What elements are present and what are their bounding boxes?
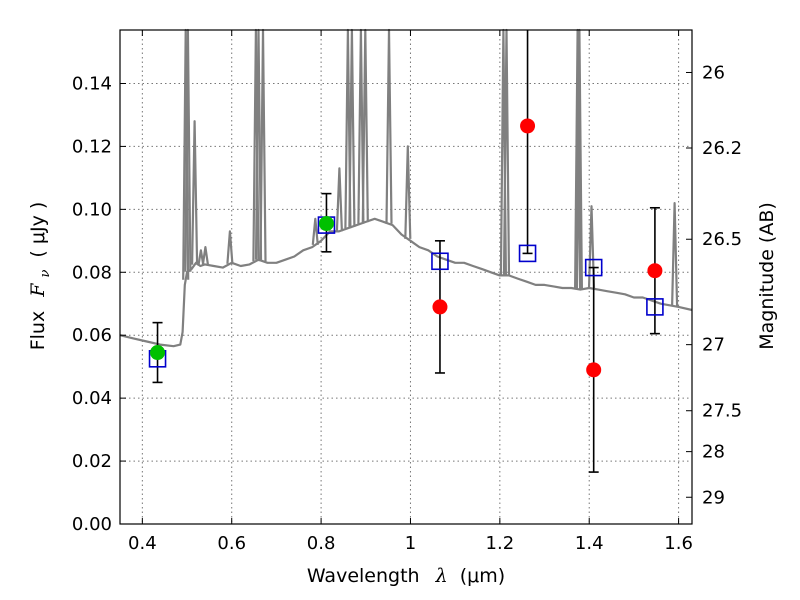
emission-line	[587, 205, 596, 289]
y2-tick-label: 26.5	[702, 229, 742, 250]
grid-lines	[120, 30, 692, 524]
model-photometry-square	[431, 252, 449, 271]
y-tick-label: 0.04	[72, 388, 112, 409]
y-tick-label: 0.00	[72, 514, 112, 535]
x-tick-label: 1.4	[575, 533, 604, 554]
y-tick-label: 0.06	[72, 325, 112, 346]
y2-axis-label: Magnitude (AB)	[756, 202, 778, 350]
y-tick-label: 0.08	[72, 262, 112, 283]
y2-tick-label: 26	[702, 62, 725, 83]
model-photometry-square	[646, 298, 664, 316]
model-photometry-square	[584, 258, 603, 277]
x-tick-label: 1.6	[664, 533, 693, 554]
plot-frame	[119, 29, 693, 525]
emission-line	[348, 28, 356, 227]
emission-line	[191, 120, 199, 265]
red-data-point	[586, 362, 602, 378]
x-tick-label: 1	[405, 533, 416, 554]
model-photometry-square	[518, 244, 537, 263]
red-data-point	[647, 263, 663, 279]
x-axis-label: Wavelength λ (μm)	[307, 565, 505, 587]
green-data-point	[318, 216, 334, 232]
x-axis: 0.4 0.6 0.8 1 1.2 1.4 1.6	[128, 30, 693, 554]
emission-lines	[182, 28, 679, 307]
green-data-point	[150, 345, 166, 361]
y-axis-label: Flux F ν ( μJy )	[27, 202, 54, 351]
red-data-point	[520, 118, 536, 134]
x-tick-label: 0.6	[217, 533, 246, 554]
red-data-point	[432, 299, 448, 315]
emission-line	[404, 145, 412, 239]
y-tick-label: 0.14	[72, 73, 112, 94]
model-squares	[148, 216, 664, 368]
x-tick-label: 1.2	[486, 533, 515, 554]
y2-tick-label: 28	[702, 442, 725, 463]
y-tick-label: 0.12	[72, 136, 112, 157]
emission-line	[226, 230, 234, 264]
emission-line	[201, 246, 209, 265]
y-tick-label: 0.02	[72, 451, 112, 472]
x-tick-label: 0.4	[128, 533, 157, 554]
y2-tick-label: 29	[702, 487, 725, 508]
emission-line	[361, 28, 369, 223]
y-tick-label: 0.10	[72, 199, 112, 220]
emission-line	[385, 28, 393, 224]
emission-line	[311, 217, 319, 246]
y2-tick-label: 27.5	[702, 401, 742, 422]
y-axis-left: 0.00 0.02 0.04 0.06 0.08 0.10 0.12 0.14	[72, 73, 126, 535]
y2-tick-label: 27	[702, 335, 725, 356]
data-points	[150, 118, 663, 378]
emission-line	[335, 167, 343, 232]
y2-tick-label: 26.2	[702, 138, 742, 159]
emission-line	[671, 202, 679, 307]
x-tick-label: 0.8	[307, 533, 336, 554]
y-axis-right: 26 26.2 26.5 27 27.5 28 29	[686, 62, 742, 508]
emission-line	[259, 28, 267, 262]
